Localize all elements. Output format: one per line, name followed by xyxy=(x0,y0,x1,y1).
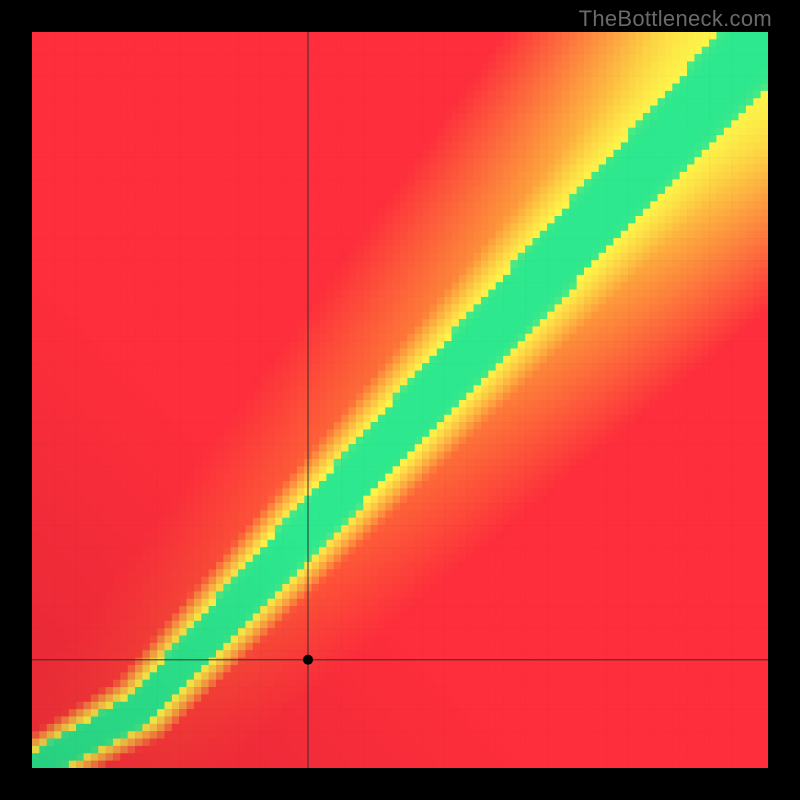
heatmap-canvas xyxy=(32,32,768,768)
bottleneck-heatmap xyxy=(32,32,768,768)
watermark-text: TheBottleneck.com xyxy=(579,6,772,32)
